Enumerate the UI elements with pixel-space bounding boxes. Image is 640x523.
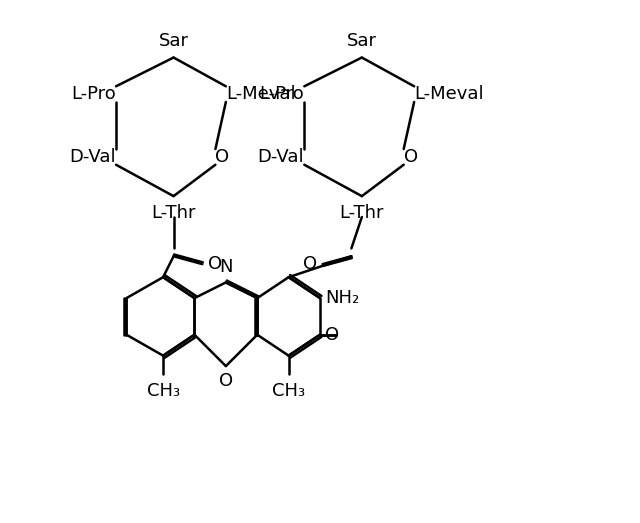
Text: O: O [404,148,418,166]
Text: D-Val: D-Val [258,148,304,166]
Text: L-Meval: L-Meval [414,85,484,103]
Text: O: O [303,255,317,273]
Text: Sar: Sar [159,32,189,50]
Text: L-Thr: L-Thr [151,204,196,222]
Text: O: O [207,255,221,273]
Text: N: N [219,258,232,276]
Text: O: O [219,372,233,390]
Text: L-Meval: L-Meval [226,85,296,103]
Text: CH₃: CH₃ [272,382,305,400]
Text: Sar: Sar [347,32,377,50]
Text: D-Val: D-Val [69,148,116,166]
Text: L-Pro: L-Pro [71,85,116,103]
Text: O: O [325,326,339,344]
Text: CH₃: CH₃ [147,382,180,400]
Text: L-Pro: L-Pro [260,85,304,103]
Text: O: O [216,148,230,166]
Text: NH₂: NH₂ [325,289,360,307]
Text: L-Thr: L-Thr [340,204,384,222]
